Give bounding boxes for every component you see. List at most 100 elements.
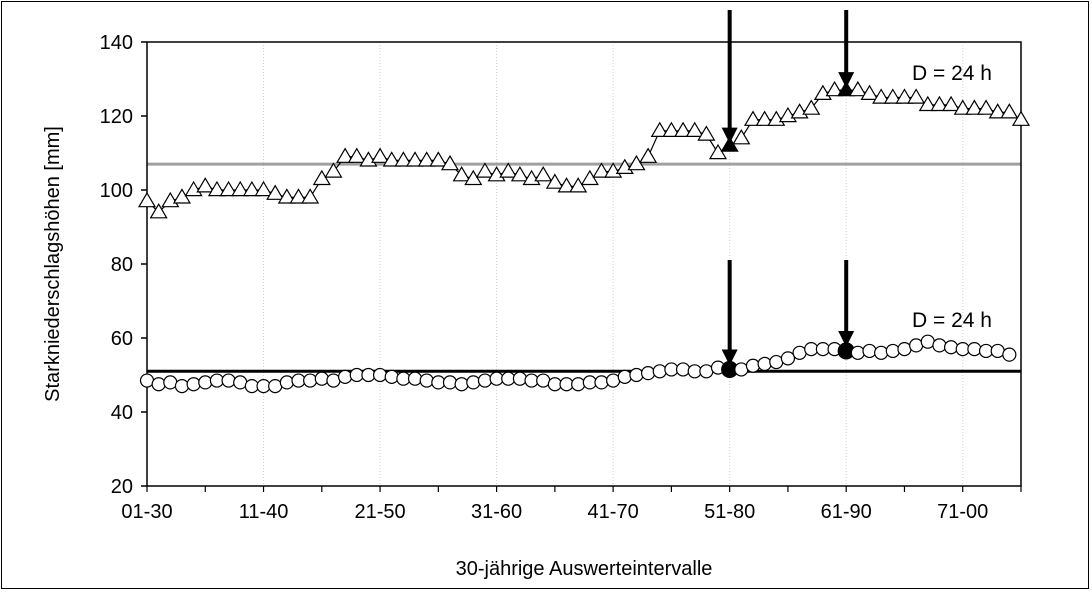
data-point — [149, 203, 168, 219]
data-point — [674, 121, 693, 137]
data-point — [1002, 347, 1017, 362]
x-tick-label: 11-40 — [239, 501, 289, 523]
data-point — [196, 177, 215, 193]
data-point — [303, 373, 318, 388]
data-point — [431, 375, 446, 390]
annotation-bottom: D = 24 h — [912, 309, 992, 332]
data-point — [338, 369, 353, 384]
data-point — [699, 364, 714, 379]
data-point — [384, 369, 399, 384]
x-tick-label: 51-80 — [704, 501, 755, 523]
data-point — [571, 377, 586, 392]
data-point — [429, 151, 448, 167]
data-point — [885, 343, 900, 359]
data-point — [242, 180, 261, 197]
series-triangles — [137, 80, 1031, 219]
data-point — [372, 367, 388, 383]
data-point — [277, 188, 296, 204]
y-tick-label: 100 — [100, 180, 133, 202]
data-point — [976, 99, 996, 115]
data-point — [466, 375, 481, 390]
data-point — [233, 375, 248, 390]
annotation-top: D = 24 h — [912, 62, 992, 85]
data-point — [394, 151, 413, 167]
y-tick-label: 40 — [111, 402, 133, 424]
data-point — [687, 364, 702, 379]
data-point — [697, 125, 716, 141]
data-point — [221, 373, 236, 388]
data-point — [336, 147, 355, 163]
data-point — [743, 110, 763, 126]
data-point — [268, 379, 283, 394]
y-tick-label: 140 — [100, 32, 133, 54]
data-point — [967, 342, 982, 357]
data-point — [883, 88, 902, 104]
data-point — [606, 373, 621, 388]
data-point — [732, 129, 751, 145]
data-point — [582, 375, 597, 390]
data-point — [279, 375, 294, 390]
plot-background — [147, 42, 1021, 486]
data-point — [209, 373, 225, 388]
data-point — [557, 177, 576, 193]
data-point — [417, 151, 436, 167]
data-point — [907, 88, 926, 104]
data-point — [664, 362, 679, 377]
data-point — [769, 354, 784, 370]
data-point — [1011, 110, 1031, 126]
data-point — [163, 375, 178, 390]
data-point — [909, 338, 924, 353]
data-point — [534, 166, 553, 182]
data-point — [640, 366, 656, 381]
data-point — [137, 191, 157, 208]
data-point — [396, 371, 411, 386]
data-point — [978, 343, 994, 359]
data-point — [547, 377, 562, 392]
x-tick-label: 01-30 — [121, 501, 172, 523]
data-point — [815, 342, 830, 357]
data-point — [545, 173, 564, 189]
data-point — [955, 342, 970, 357]
data-point — [452, 166, 471, 182]
data-point — [198, 375, 213, 390]
data-point — [734, 362, 749, 377]
data-point — [419, 373, 434, 388]
data-point — [792, 345, 807, 360]
x-tick-label: 61-90 — [821, 501, 872, 523]
data-point — [895, 88, 914, 104]
data-point — [918, 95, 937, 112]
y-tick-label: 80 — [111, 254, 133, 276]
data-point — [592, 162, 611, 178]
data-point — [407, 371, 423, 386]
data-point — [371, 147, 390, 163]
data-point — [361, 367, 376, 383]
data-point — [510, 166, 529, 182]
data-point — [314, 371, 329, 386]
data-point — [745, 358, 761, 373]
data-point — [289, 188, 308, 204]
data-point — [860, 84, 879, 101]
data-point — [675, 362, 691, 377]
data-point — [930, 95, 949, 112]
data-point — [244, 379, 259, 394]
data-point — [266, 184, 285, 200]
series-circles — [139, 334, 1017, 394]
data-point — [291, 373, 306, 388]
y-tick-label: 60 — [111, 328, 133, 350]
data-point — [872, 88, 891, 104]
data-point — [825, 80, 844, 97]
data-point — [256, 379, 271, 394]
data-point — [617, 369, 632, 384]
arrow-head — [721, 349, 738, 366]
y-tick-label: 120 — [100, 106, 133, 128]
data-point — [1000, 103, 1019, 119]
data-point — [850, 345, 865, 360]
x-tick-label: 31-60 — [471, 501, 522, 523]
y-tick-label: 20 — [111, 476, 133, 498]
data-point — [874, 345, 889, 360]
data-point — [231, 180, 250, 197]
data-point — [559, 377, 574, 392]
data-point — [501, 371, 516, 386]
y-axis-label: Starkniederschlagshöhen [mm] — [42, 126, 64, 402]
